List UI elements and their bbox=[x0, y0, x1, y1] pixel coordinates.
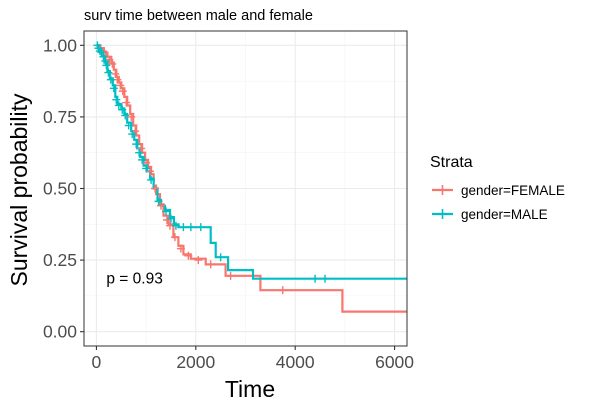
censor-mark bbox=[311, 274, 320, 283]
y-tick-label: 1.00 bbox=[43, 35, 77, 55]
censor-mark bbox=[102, 61, 111, 70]
x-axis: 0 2000 4000 6000 bbox=[92, 346, 414, 372]
y-tick-label: 0.75 bbox=[43, 107, 77, 127]
x-axis-title: Time bbox=[225, 376, 275, 402]
legend: Strata gender=FEMALE gender=MALE bbox=[430, 154, 565, 222]
legend-title: Strata bbox=[430, 154, 473, 171]
censor-mark bbox=[118, 105, 127, 114]
y-tick-label: 0.25 bbox=[43, 250, 77, 270]
censor-mark bbox=[122, 98, 131, 107]
censor-mark bbox=[171, 221, 180, 230]
censor-mark bbox=[196, 223, 205, 232]
censor-mark bbox=[132, 140, 141, 149]
censor-mark bbox=[142, 164, 151, 173]
censor-mark bbox=[109, 84, 118, 93]
censor-mark bbox=[111, 69, 120, 78]
censor-mark bbox=[147, 175, 156, 184]
censor-mark bbox=[105, 55, 114, 64]
censor-mark bbox=[95, 47, 104, 56]
censor-mark bbox=[157, 201, 166, 210]
curve-gender=FEMALE bbox=[96, 44, 407, 313]
censor-mark bbox=[137, 144, 146, 153]
censor-mark bbox=[118, 87, 127, 96]
censor-mark bbox=[151, 184, 160, 193]
censor-mark bbox=[321, 274, 330, 283]
censor-mark bbox=[106, 75, 115, 84]
censor-mark bbox=[128, 130, 137, 139]
censor-mark bbox=[97, 48, 106, 57]
legend-label: gender=MALE bbox=[461, 207, 548, 222]
censor-mark bbox=[216, 253, 225, 262]
censor-mark bbox=[186, 223, 195, 232]
censor-mark bbox=[99, 52, 108, 61]
grid-major bbox=[84, 31, 407, 346]
censor-mark bbox=[179, 223, 188, 232]
censor-mark bbox=[162, 216, 171, 224]
censor-mark bbox=[166, 214, 175, 223]
x-tick-label: 2000 bbox=[176, 352, 215, 372]
x-tick-label: 0 bbox=[92, 352, 102, 372]
censor-mark bbox=[226, 271, 235, 280]
censor-mark bbox=[138, 155, 147, 164]
censor-mark bbox=[176, 244, 185, 253]
censor-mark bbox=[278, 286, 287, 295]
censor-marks bbox=[93, 41, 330, 295]
y-axis-title: Survival probability bbox=[6, 93, 32, 287]
x-tick-label: 6000 bbox=[375, 352, 414, 372]
censor-mark bbox=[154, 197, 163, 206]
grid-minor bbox=[84, 31, 407, 346]
p-value-annotation: p = 0.93 bbox=[106, 270, 162, 287]
y-axis: 0.00 0.25 0.50 0.75 1.00 bbox=[43, 35, 84, 342]
censor-mark bbox=[194, 256, 203, 265]
censor-mark bbox=[127, 112, 136, 121]
censor-mark bbox=[104, 68, 113, 77]
censor-mark bbox=[124, 121, 133, 130]
censor-mark bbox=[112, 95, 121, 104]
y-tick-label: 0.50 bbox=[43, 179, 77, 199]
censor-mark bbox=[114, 101, 123, 110]
censor-mark bbox=[116, 81, 125, 90]
censor-mark bbox=[121, 111, 130, 120]
censor-mark bbox=[184, 251, 193, 260]
censor-mark bbox=[135, 148, 144, 157]
x-tick-label: 4000 bbox=[276, 352, 315, 372]
censor-mark bbox=[108, 59, 117, 68]
censor-mark bbox=[206, 260, 215, 269]
censor-mark bbox=[101, 57, 110, 66]
censor-mark bbox=[161, 207, 170, 216]
y-tick-label: 0.00 bbox=[43, 322, 77, 342]
chart-title: surv time between male and female bbox=[84, 8, 313, 24]
legend-label: gender=FEMALE bbox=[461, 183, 565, 198]
censor-mark bbox=[170, 233, 179, 242]
